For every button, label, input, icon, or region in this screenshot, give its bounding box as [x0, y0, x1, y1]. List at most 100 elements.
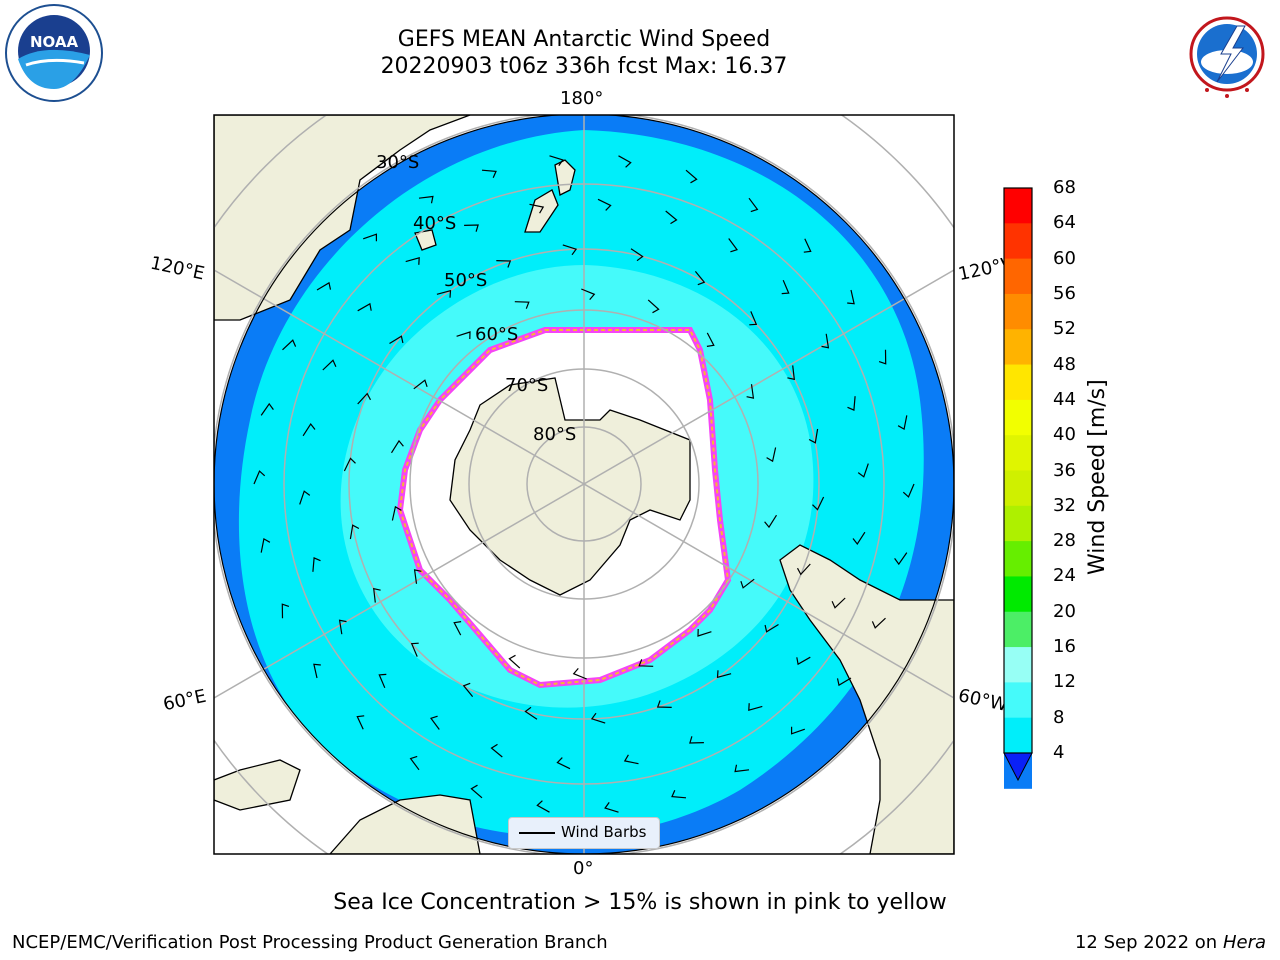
wind-barb	[391, 505, 402, 521]
land-tasmania	[414, 229, 437, 251]
colorbar-segment	[1004, 293, 1032, 330]
wind-barb	[481, 169, 497, 179]
wind-barb	[716, 670, 732, 679]
wind-barb	[871, 617, 886, 629]
wind-barb	[638, 659, 654, 667]
colorbar-tick-label: 52	[1053, 318, 1076, 340]
wind-barb	[430, 715, 440, 730]
colorbar-tick-label: 64	[1053, 212, 1076, 234]
footer-date-text: 12 Sep 2022 on	[1074, 932, 1218, 953]
chart-title: GEFS MEAN Antarctic Wind Speed	[397, 27, 771, 52]
wind-barb	[496, 260, 512, 268]
land-madagascar	[214, 759, 301, 811]
wind-barb	[322, 359, 337, 371]
wind-barb	[281, 603, 290, 619]
wind-barb	[748, 197, 759, 213]
colorbar-tick-label: 60	[1053, 247, 1076, 269]
wind-barb	[453, 621, 462, 636]
wind-barb	[405, 256, 420, 265]
wind-barb	[390, 439, 404, 454]
wind-barb	[590, 712, 606, 724]
footer-branch: NCEP/EMC/Verification Post Processing Pr…	[12, 932, 608, 953]
wind-barb	[665, 210, 678, 225]
wind-barb	[389, 335, 404, 345]
noaa-logo-text: NOAA	[30, 33, 79, 51]
wind-barb	[857, 463, 869, 478]
wind-barb	[604, 802, 619, 813]
wind-barb	[338, 619, 347, 635]
wind-barb	[787, 365, 795, 381]
wind-barb	[260, 537, 271, 553]
wind-barb	[549, 155, 564, 166]
wind-barb	[791, 726, 805, 735]
graticule	[214, 115, 954, 854]
wind-barb	[413, 569, 422, 584]
colorbar-segment	[1004, 647, 1032, 683]
wind-barb	[764, 623, 779, 633]
wind-barb	[282, 339, 297, 351]
colorbar	[1003, 187, 1033, 789]
colorbar-segment	[1004, 329, 1032, 366]
wind-barb	[630, 248, 644, 262]
wind-barb	[302, 422, 316, 437]
wind-barb	[529, 203, 545, 214]
wind-barb	[349, 524, 360, 540]
wind-barb	[536, 800, 550, 813]
wind-barb	[821, 333, 830, 349]
wind-barb	[260, 402, 274, 416]
wind-barb	[597, 198, 612, 211]
wind-barb	[685, 169, 698, 184]
colorbar-tick-label: 8	[1053, 706, 1065, 728]
wind-barb	[418, 195, 434, 204]
colorbar-segment	[1004, 364, 1032, 401]
colorbar-tick-label: 68	[1053, 177, 1076, 198]
wind-barb	[852, 531, 866, 546]
wind-barb	[689, 736, 704, 744]
map-border	[213, 114, 955, 855]
lon-label-180: 180°	[560, 88, 604, 109]
wind-barb	[847, 289, 855, 305]
wind-barb	[378, 673, 387, 689]
wind-barb	[781, 279, 790, 295]
wind-barb	[728, 238, 738, 253]
colorbar-segment	[1004, 435, 1032, 471]
wind-barb	[734, 764, 750, 773]
wind-barb	[847, 396, 856, 411]
lat-label-60s: 60°S	[475, 324, 519, 345]
wind-barbs	[253, 155, 915, 813]
legend-label: Wind Barbs	[561, 823, 647, 841]
wind-barb	[514, 301, 530, 309]
wind-barb	[572, 668, 587, 680]
lat-label-80s: 80°S	[533, 424, 577, 445]
land-antarctica	[449, 377, 691, 596]
wind-barb	[470, 784, 483, 799]
colorbar-segment	[1004, 223, 1032, 260]
colorbar-tick-label: 40	[1053, 424, 1076, 446]
colorbar-tick-label: 28	[1053, 530, 1076, 552]
wind-barb	[812, 496, 825, 511]
chart-subtitle: 20220903 t06z 336h fcst Max: 16.37	[380, 54, 788, 79]
footer-date: 12 Sep 2022 on Hera	[1075, 932, 1266, 953]
wind-barb	[697, 628, 712, 637]
lat-label-30s: 30°S	[376, 152, 420, 173]
colorbar-segment	[1004, 505, 1032, 542]
wind-barb	[740, 578, 755, 589]
wind-barb	[409, 755, 420, 771]
colorbar-tick-label: 12	[1053, 671, 1076, 693]
wind-barb	[796, 563, 811, 576]
wind-barb	[878, 349, 887, 365]
colorbar-segment	[1004, 258, 1032, 295]
wind-barb	[746, 384, 755, 399]
lat-label-40s: 40°S	[413, 213, 457, 234]
colorbar-segment	[1004, 576, 1032, 613]
colorbar-tick-label: 32	[1053, 494, 1076, 516]
legend-line-icon	[519, 832, 555, 834]
wind-barb	[796, 656, 811, 666]
colorbar-segment	[1004, 399, 1032, 436]
colorbar-tick-label: 44	[1053, 388, 1076, 410]
colorbar-segment	[1004, 188, 1032, 224]
wind-barb	[706, 332, 715, 347]
wind-barb	[299, 490, 311, 505]
lat-label-50s: 50°S	[444, 270, 488, 291]
